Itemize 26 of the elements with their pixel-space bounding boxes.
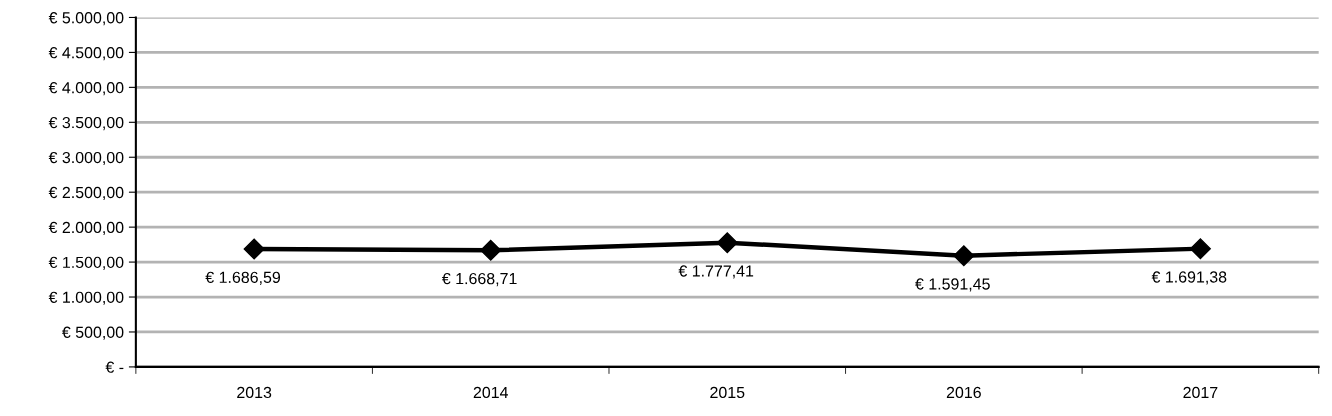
- point: [480, 239, 502, 261]
- y-tick-label: € 1.000,00: [48, 291, 124, 305]
- data-label: € 1.686,59: [205, 271, 281, 285]
- y-tick-label: € 5.000,00: [48, 12, 124, 26]
- y-tick-label: € 500,00: [62, 326, 124, 340]
- y-tick-label: € 2.500,00: [48, 186, 124, 201]
- point: [243, 238, 265, 260]
- x-tick-label: 2013: [237, 386, 272, 399]
- y-tick-label: € 3.000,00: [48, 151, 124, 166]
- data-label: € 1.691,38: [1151, 271, 1227, 285]
- y-tick-label: € 4.000,00: [48, 81, 124, 96]
- data-label: € 1.777,41: [678, 265, 754, 279]
- y-tick-label: € -: [105, 361, 124, 373]
- x-tick-label: 2015: [710, 386, 745, 399]
- x-tick-label: 2014: [473, 386, 509, 399]
- x-tick-label: 2017: [1183, 386, 1218, 399]
- data-label: € 1.668,71: [441, 272, 517, 287]
- y-tick-label: € 3.500,00: [48, 116, 124, 131]
- y-tick-label: € 1.500,00: [48, 256, 124, 270]
- y-tick-label: € 4.500,00: [48, 47, 124, 61]
- point: [716, 232, 738, 254]
- data-label: € 1.591,45: [915, 278, 990, 292]
- point: [953, 245, 975, 267]
- x-tick-label: 2016: [946, 386, 981, 399]
- y-tick-label: € 2.000,00: [48, 221, 124, 235]
- point: [1189, 238, 1211, 260]
